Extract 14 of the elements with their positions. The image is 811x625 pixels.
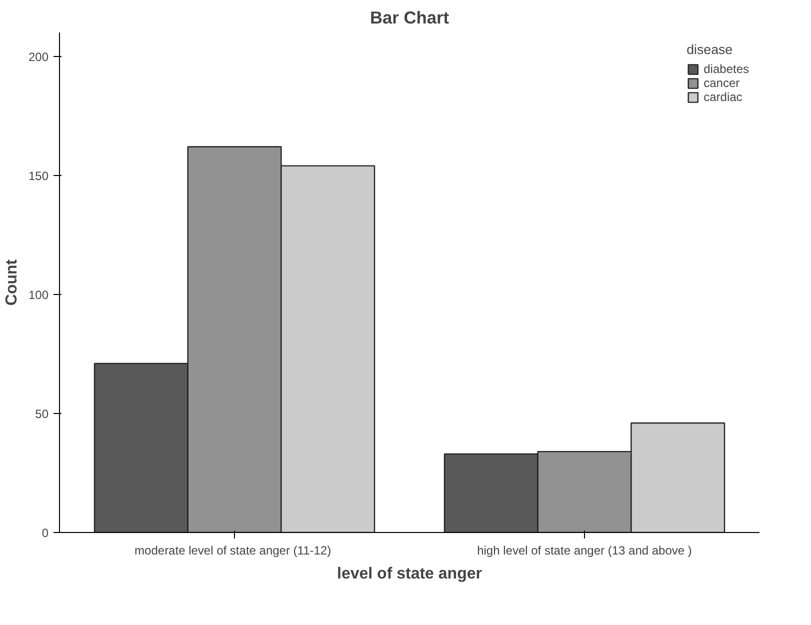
x-tick-label: moderate level of state anger (11-12): [134, 544, 332, 558]
legend-label: diabetes: [704, 62, 749, 76]
chart-title: Bar Chart: [370, 8, 450, 28]
x-tick-label: high level of state anger (13 and above ): [477, 544, 692, 558]
y-tick-label: 150: [28, 168, 49, 183]
y-tick-label: 0: [42, 526, 49, 540]
legend-title: disease: [686, 42, 734, 57]
legend-label: cardiac: [704, 90, 742, 104]
y-axis-title: Count: [3, 258, 20, 306]
y-tick-label: 200: [28, 50, 49, 64]
y-tick-label: 50: [35, 406, 49, 421]
y-tick-label: 100: [28, 288, 49, 302]
legend-label: cancer: [704, 76, 740, 90]
x-axis-title: level of state anger: [337, 566, 482, 582]
